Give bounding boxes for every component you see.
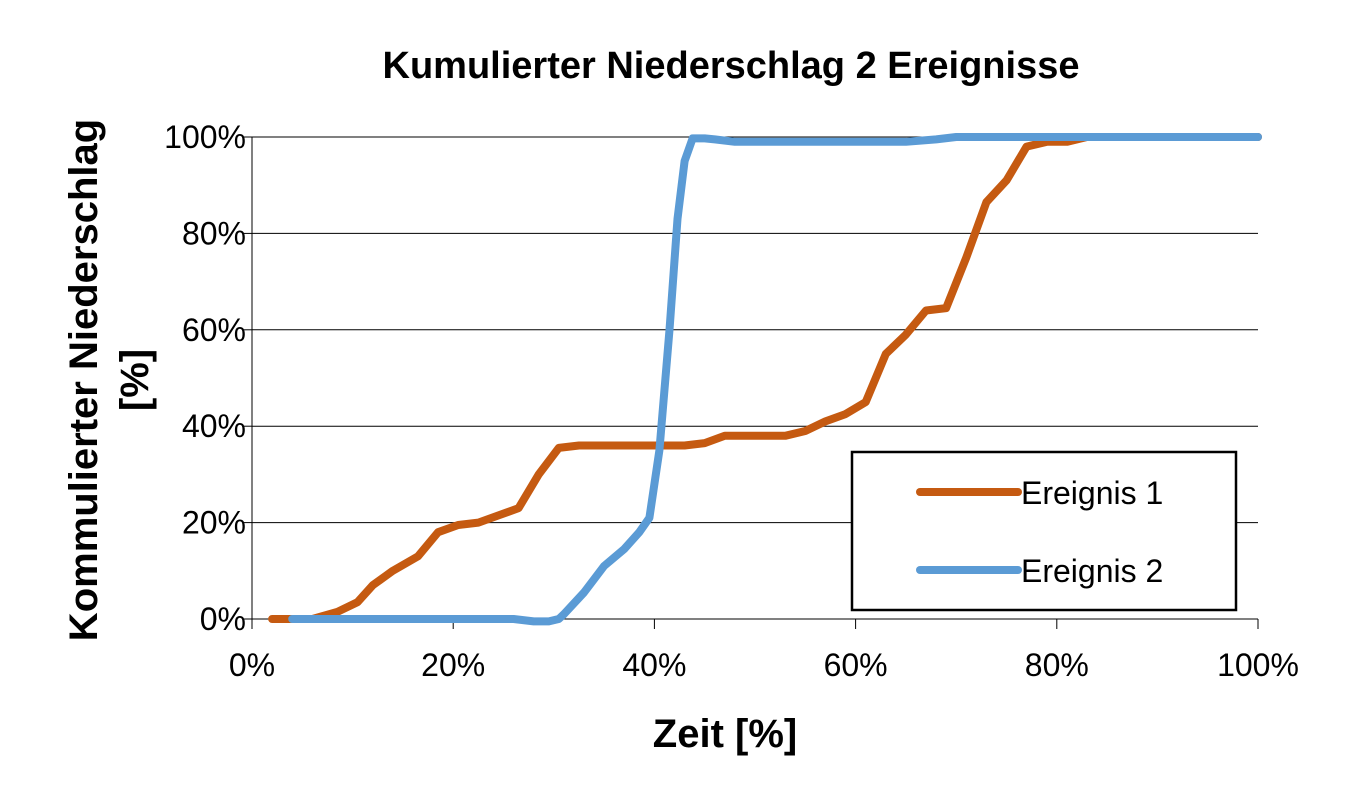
- y-tick-label: 80%: [182, 215, 246, 251]
- y-tick-label: 40%: [182, 408, 246, 444]
- y-tick-label: 0%: [200, 601, 246, 637]
- x-axis-title: Zeit [%]: [653, 712, 797, 756]
- legend-label-ereignis-2: Ereignis 2: [1021, 553, 1163, 589]
- y-axis-title-line1: Kommulierter Niederschlag: [62, 119, 106, 641]
- legend-label-ereignis-1: Ereignis 1: [1021, 475, 1163, 511]
- x-tick-label: 0%: [229, 647, 275, 683]
- chart-title: Kumulierter Niederschlag 2 Ereignisse: [383, 45, 1080, 87]
- y-axis-title-line2: [%]: [113, 349, 157, 411]
- x-tick-label: 100%: [1217, 647, 1299, 683]
- series-line-ereignis-2: [288, 133, 1262, 626]
- legend: Ereignis 1 Ereignis 2: [850, 450, 1238, 612]
- y-tick-label: 100%: [164, 119, 246, 155]
- x-tick-label: 60%: [824, 647, 888, 683]
- x-tick-label: 80%: [1025, 647, 1089, 683]
- x-tick-label: 40%: [622, 647, 686, 683]
- y-tick-label: 60%: [182, 312, 246, 348]
- series-line-ereignis-1: [268, 133, 1262, 623]
- legend-box: [850, 450, 1238, 612]
- series-layer: [268, 133, 1262, 626]
- y-tick-label: 20%: [182, 505, 246, 541]
- x-tick-label: 20%: [421, 647, 485, 683]
- axis-layer: 0% 20% 40% 60% 80% 100% 0% 20% 40% 60% 80% 100%: [164, 119, 1299, 683]
